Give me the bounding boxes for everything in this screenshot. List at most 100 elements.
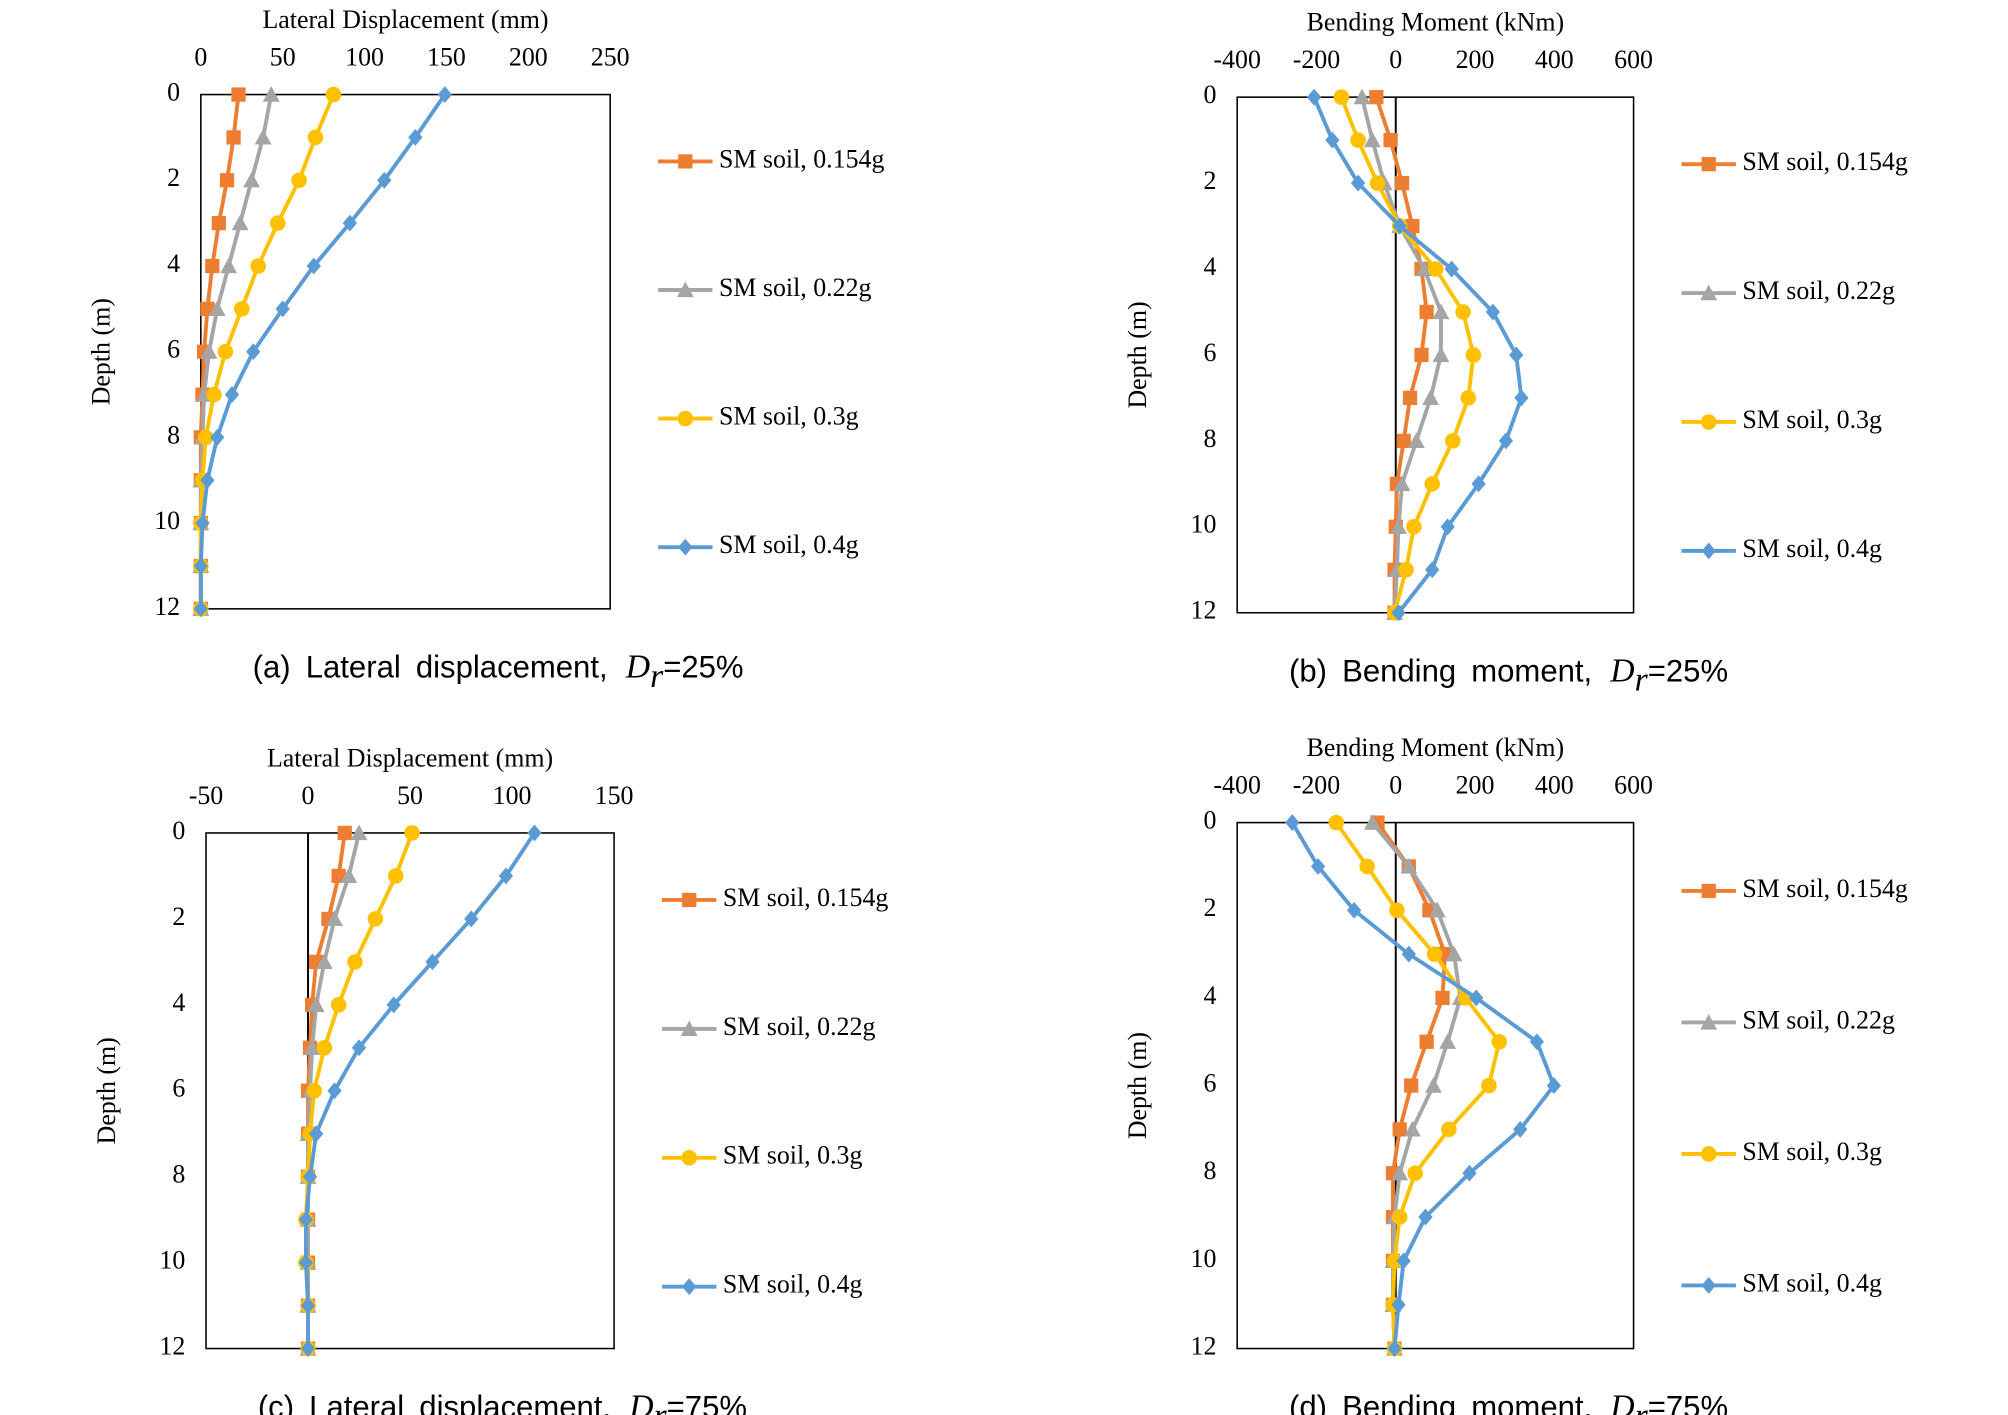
marker — [298, 1211, 314, 1229]
marker — [1389, 902, 1405, 919]
marker — [682, 1278, 697, 1296]
marker — [681, 1150, 697, 1166]
marker — [1394, 175, 1410, 191]
marker — [270, 215, 286, 231]
marker — [246, 343, 261, 361]
marker — [1396, 433, 1411, 449]
marker — [498, 867, 514, 885]
legend-label: SM soil, 0.3g — [1742, 1137, 1882, 1166]
caption-subscript: r — [654, 1397, 668, 1415]
marker — [1700, 1146, 1717, 1162]
caption-label: (c) Lateral displacement, — [258, 1390, 611, 1415]
y-tick-label: 10 — [154, 506, 180, 535]
plot-frame — [1236, 96, 1635, 614]
x-tick-label: 150 — [595, 781, 634, 810]
marker — [1405, 218, 1420, 234]
marker — [680, 1020, 698, 1037]
caption-symbol: D — [625, 648, 650, 685]
marker — [464, 910, 479, 928]
marker — [1415, 260, 1433, 277]
marker — [1455, 304, 1471, 320]
series-line — [1290, 821, 1557, 1349]
legend-label: SM soil, 0.3g — [1742, 405, 1882, 434]
x-tick-label: 0 — [194, 43, 207, 72]
marker — [1460, 390, 1477, 406]
caption-label: (d) Bending moment, — [1289, 1390, 1592, 1415]
y-tick-label: 6 — [1203, 338, 1216, 367]
marker — [1386, 1253, 1403, 1269]
marker — [1359, 858, 1375, 875]
marker — [315, 953, 333, 969]
marker — [1406, 519, 1422, 535]
marker — [1407, 432, 1425, 449]
marker — [1346, 901, 1362, 919]
marker — [233, 301, 250, 317]
caption: (c) Lateral displacement, Dr=75% — [258, 1388, 747, 1415]
y-tick-label: 10 — [159, 1246, 185, 1275]
y-tick-label: 12 — [159, 1331, 185, 1360]
marker — [1701, 542, 1716, 560]
y-tick-label: 4 — [1203, 252, 1216, 281]
marker — [1428, 261, 1444, 277]
marker — [243, 171, 261, 188]
x-tick-label: 100 — [345, 43, 384, 72]
marker — [306, 1082, 322, 1099]
legend-label: SM soil, 0.3g — [719, 402, 859, 431]
marker — [1333, 89, 1350, 105]
marker — [1440, 518, 1455, 536]
y-tick-label: 2 — [1203, 166, 1216, 195]
caption-subscript: r — [650, 658, 664, 695]
marker — [1383, 132, 1398, 148]
marker — [1391, 604, 1406, 622]
marker — [1419, 304, 1434, 320]
plot-frame — [200, 93, 611, 610]
y-tick-label: 4 — [1203, 981, 1216, 1010]
marker — [197, 429, 214, 446]
marker — [1701, 883, 1716, 899]
y-axis-title: Depth (m) — [1123, 301, 1152, 408]
x-axis-title: Lateral Displacement (mm) — [267, 743, 553, 772]
marker — [1432, 346, 1450, 363]
y-tick-label: 6 — [172, 1074, 185, 1103]
marker — [275, 300, 290, 318]
marker — [1428, 901, 1446, 918]
marker — [200, 343, 218, 359]
y-tick-label: 2 — [167, 163, 180, 192]
marker — [195, 514, 210, 532]
y-tick-label: 6 — [1203, 1069, 1216, 1098]
marker — [325, 86, 342, 103]
y-axis-title: Depth (m) — [1123, 1032, 1152, 1139]
marker — [306, 257, 321, 275]
plot-frame — [1236, 821, 1635, 1350]
x-tick-label: 0 — [302, 781, 315, 810]
marker — [1514, 389, 1529, 407]
marker — [1439, 1033, 1457, 1049]
series-line — [1339, 96, 1476, 614]
marker — [1328, 814, 1345, 831]
caption-subscript: r — [1635, 1397, 1649, 1415]
marker — [1418, 1208, 1433, 1226]
x-tick-label: 50 — [270, 43, 296, 72]
y-tick-label: 12 — [1191, 1331, 1217, 1360]
marker — [367, 911, 384, 927]
marker — [309, 1125, 324, 1143]
marker — [1700, 284, 1718, 301]
marker — [1350, 132, 1366, 148]
marker — [1701, 157, 1716, 172]
marker — [1353, 88, 1371, 105]
marker — [302, 1168, 318, 1186]
marker — [262, 86, 280, 102]
y-tick-label: 8 — [1203, 424, 1216, 453]
y-tick-label: 6 — [167, 335, 180, 364]
legend-label: SM soil, 0.22g — [1742, 276, 1895, 305]
caption: (a) Lateral displacement, Dr=25% — [253, 648, 744, 694]
x-axis-title: Bending Moment (kNm) — [1307, 8, 1564, 37]
marker — [1369, 90, 1384, 105]
caption: (b) Bending moment, Dr=25% — [1289, 652, 1728, 698]
marker — [307, 129, 324, 146]
y-tick-label: 2 — [1203, 893, 1216, 922]
marker — [1700, 1014, 1718, 1030]
marker — [307, 996, 325, 1012]
caption-subscript: r — [1635, 661, 1649, 698]
